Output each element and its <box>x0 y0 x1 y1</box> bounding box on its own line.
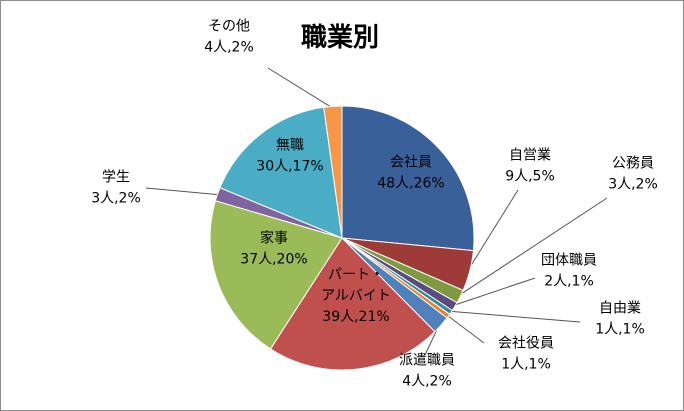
leader-line <box>452 277 536 307</box>
slice-label: 団体職員 2人,1% <box>541 253 597 290</box>
slice-label: 家事 37人,20% <box>240 230 307 268</box>
slice-label: 会社役員 1人,1% <box>498 336 554 373</box>
slice-label: 派遣職員 4人,2% <box>399 353 455 390</box>
slice-labels: 会社員 48人,26% 自営業 9人,5% 公務員 3人,2% 団体職員 2人,1% 自由業 1人… <box>91 19 658 390</box>
leader-lines <box>145 67 608 356</box>
leader-line <box>449 310 581 323</box>
slice-label: その他 4人,2% <box>204 19 254 56</box>
pie-slices <box>209 105 475 371</box>
pie-slice <box>219 106 343 239</box>
pie-slice <box>269 237 436 371</box>
slice-label: 自営業 9人,5% <box>505 148 555 185</box>
pie-slice <box>341 105 475 252</box>
slice-label: パート・アルバイト 39人,21% <box>321 267 391 325</box>
slice-label: 会社員 48人,26% <box>377 155 444 192</box>
pie-slice <box>323 105 343 239</box>
leader-line <box>446 314 485 344</box>
slice-label: 公務員 3人,2% <box>608 156 658 193</box>
leader-line <box>458 197 608 297</box>
slice-label: 学生 3人,2% <box>91 170 141 207</box>
slice-label: 自由業 1人,1% <box>595 301 645 338</box>
leader-line <box>145 187 220 196</box>
slice-label: 無職 30人,17% <box>256 138 323 175</box>
leader-line <box>467 189 519 271</box>
pie-slice <box>209 200 343 350</box>
chart-title: 職業別 <box>301 23 379 53</box>
leader-line <box>267 67 334 109</box>
